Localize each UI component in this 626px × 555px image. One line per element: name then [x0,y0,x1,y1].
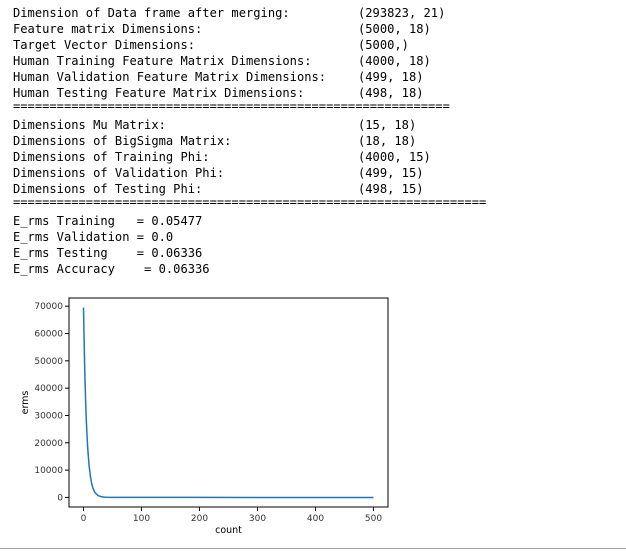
x-tick-label: 0 [81,514,87,524]
x-axis-label: count [215,525,242,536]
phi-dimension-label: Dimensions Mu Matrix: [13,118,166,132]
y-tick-label: 60000 [34,330,63,340]
phi-dimension-value: (4000, 15) [358,150,431,164]
erms-result-line: E_rms Testing = 0.06336 [13,246,203,260]
dimension-value: (4000, 18) [358,54,431,68]
y-tick-label: 40000 [34,384,63,394]
dimension-label: Human Testing Feature Matrix Dimensions: [13,86,305,100]
dimension-value: (293823, 21) [358,6,446,20]
dimension-value: (5000,) [358,38,409,52]
x-tick-label: 300 [249,514,266,524]
phi-dimension-label: Dimensions of BigSigma Matrix: [13,134,232,148]
erms-line-chart: 0 100 200 300 400 500 0 10000 20000 30000 40000 500… [20,297,389,536]
plot-area [68,297,389,508]
output-divider [0,548,626,549]
phi-dimension-label: Dimensions of Testing Phi: [13,182,203,196]
dimension-value: (499, 18) [358,70,424,84]
dimension-value: (5000, 18) [358,22,431,36]
dimension-label: Dimension of Data frame after merging: [13,6,290,20]
x-tick-label: 200 [191,514,208,524]
y-tick-label: 20000 [34,439,63,449]
y-tick-label: 0 [57,493,63,503]
x-tick-label: 500 [365,514,382,524]
dimension-value: (498, 18) [358,86,424,100]
dimension-label: Human Validation Feature Matrix Dimensio… [13,70,327,84]
y-tick-label: 50000 [34,357,63,367]
y-tick-label: 70000 [34,302,63,312]
erms-result-line: E_rms Validation = 0.0 [13,230,174,244]
separator-line: ========================================… [13,195,487,209]
phi-dimension-value: (18, 18) [358,134,417,148]
erms-series-line [82,307,374,499]
phi-dimension-label: Dimensions of Training Phi: [13,150,210,164]
dimension-label: Human Training Feature Matrix Dimensions… [13,54,312,68]
y-tick-label: 30000 [34,411,63,421]
erms-result-line: E_rms Training = 0.05477 [13,214,203,228]
dimension-label: Feature matrix Dimensions: [13,22,203,36]
phi-dimension-value: (499, 15) [358,166,424,180]
erms-result-line: E_rms Accuracy = 0.06336 [13,262,210,276]
phi-dimension-value: (15, 18) [358,118,417,132]
y-axis-label: erms [20,391,31,415]
dimension-label: Target Vector Dimensions: [13,38,196,52]
phi-dimension-label: Dimensions of Validation Phi: [13,166,225,180]
separator-line: ========================================… [13,99,450,113]
y-tick-label: 10000 [34,466,63,476]
phi-dimension-value: (498, 15) [358,182,424,196]
x-tick-label: 100 [133,514,150,524]
x-tick-label: 400 [307,514,324,524]
